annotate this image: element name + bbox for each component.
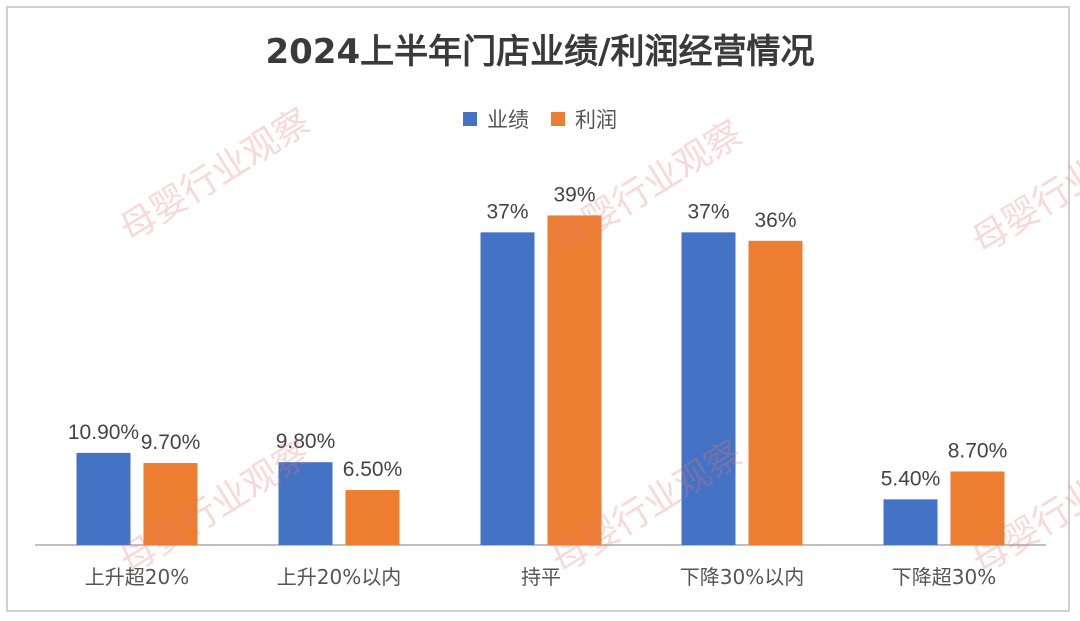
legend-swatch-series-1 [551,112,565,126]
data-label-series-0-category-0: 10.90% [68,421,139,444]
data-label-series-0-category-2: 37% [486,200,528,223]
bar-series-1-category-0 [143,463,198,545]
bar-series-1-category-4 [950,471,1005,545]
bar-series-0-category-2 [480,232,535,545]
bar-series-0-category-4 [883,499,938,545]
data-label-series-0-category-4: 5.40% [881,467,941,490]
legend-item-series-0: 业绩 [463,104,529,134]
chart-title: 2024上半年门店业绩/利润经营情况 [265,32,815,72]
bar-series-1-category-3 [748,240,803,546]
category-label-2: 持平 [521,565,561,589]
data-label-series-1-category-4: 8.70% [948,439,1008,462]
data-label-series-0-category-3: 37% [687,200,729,223]
legend-label-series-0: 业绩 [487,108,529,132]
data-label-series-1-category-1: 6.50% [343,458,403,481]
bar-series-0-category-1 [278,462,333,545]
legend-label-series-1: 利润 [575,108,617,132]
category-label-1: 上升20%以内 [277,565,401,589]
data-label-series-1-category-2: 39% [553,183,595,206]
category-label-0: 上升超20% [85,565,189,589]
category-label-4: 下降超30% [892,565,996,589]
data-label-series-1-category-0: 9.70% [141,431,201,454]
data-label-series-1-category-3: 36% [754,209,796,232]
legend-swatch-series-0 [463,112,477,126]
category-label-3: 下降30%以内 [680,565,804,589]
chart-legend: 业绩 利润 [0,104,1080,134]
data-label-series-0-category-1: 9.80% [276,430,336,453]
bar-series-0-category-0 [76,452,131,545]
bar-series-1-category-1 [345,490,400,545]
bar-series-1-category-2 [547,215,602,545]
bar-series-0-category-3 [681,232,736,545]
legend-item-series-1: 利润 [551,104,617,134]
